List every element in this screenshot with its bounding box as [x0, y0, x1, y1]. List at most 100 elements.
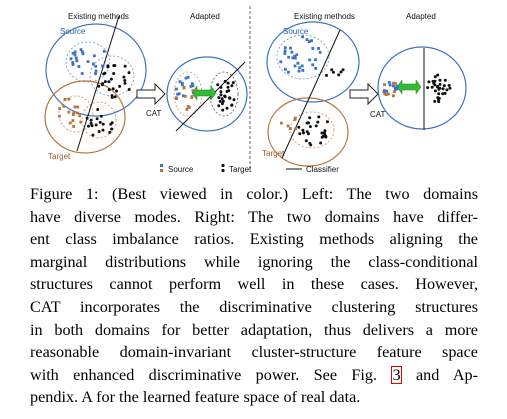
right-adapted-class-b-point [436, 96, 439, 99]
right-target-point [280, 122, 283, 125]
right-source-class-b-point [342, 68, 345, 71]
right-adapted-class-b-point [436, 74, 439, 77]
left-source-point [72, 63, 75, 66]
right-target-class-b-point [307, 132, 310, 135]
left-source-point [75, 57, 78, 60]
legend-target-marker [221, 164, 224, 172]
left-adapted-class-b-point [219, 90, 222, 93]
left-adapted-target-point [192, 89, 195, 92]
left-adapted-class-b-point [219, 86, 222, 89]
right-adapted-class-b-point [439, 83, 442, 86]
left-adapted-class-b-point [227, 82, 230, 85]
left-target-point [76, 112, 79, 115]
caption-line-9: with enhanced discriminative power. See … [30, 364, 478, 387]
left-adapted-class-b-point [228, 97, 231, 100]
left-target-point [79, 121, 82, 124]
right-target-point [287, 125, 290, 128]
right-adapted-target-point [385, 93, 388, 96]
right-adapted-source-point [389, 84, 392, 87]
left-adapted-source-point [190, 85, 193, 88]
left-target-point [62, 105, 65, 108]
left-target-class-b-point [100, 115, 103, 118]
left-source-point [81, 72, 84, 75]
right-source-point [298, 70, 301, 73]
left-source-class-b-point [102, 72, 105, 75]
right-source-point [297, 62, 300, 65]
figure-3-link[interactable]: 3 [391, 366, 401, 384]
left-source-class-b-point [128, 88, 131, 91]
right-adapted-class-b-point [448, 84, 451, 87]
right-source-point [287, 56, 290, 59]
left-target-class-b-point [110, 128, 113, 131]
right-target-class-b-point [308, 142, 311, 145]
left-source-class-b-point [114, 95, 117, 98]
right-alignment-arrow [397, 80, 421, 94]
left-adapted-class-b-point [224, 80, 227, 83]
left-existing-label: Existing methods [68, 12, 129, 21]
right-target-point [289, 127, 292, 130]
right-target-point [294, 127, 297, 130]
left-adapted-label: Adapted [190, 12, 220, 21]
left-adapted-source-point [178, 92, 181, 95]
right-source-point [314, 67, 317, 70]
left-source-point [103, 50, 106, 53]
right-source-point [284, 46, 287, 49]
left-target-class-b-point [98, 130, 101, 133]
left-source-class-b-point [104, 80, 107, 83]
right-target-class-b-point [308, 116, 311, 119]
right-cat-arrow [350, 84, 378, 104]
right-source-class-b-point [325, 74, 328, 77]
right-target-class-b-point [316, 121, 319, 124]
left-target-point [72, 119, 75, 122]
right-adapted-class-b-point [427, 80, 430, 83]
left-target-point [74, 106, 77, 109]
right-target-class-b-point [305, 139, 308, 142]
left-adapted-source-point [181, 83, 184, 86]
caption-line-1: Figure 1: (Best viewed in color.) Left: … [30, 183, 478, 206]
left-source-class-b-point [122, 76, 125, 79]
right-source-point [314, 58, 317, 61]
left-source-class-b-point [118, 85, 121, 88]
right-adapted-source-point [388, 81, 391, 84]
right-target-point [294, 118, 297, 121]
left-target-point [68, 98, 71, 101]
left-target-class-b-point [86, 117, 89, 120]
right-source-point [308, 59, 311, 62]
right-adapted-class-b-point [443, 84, 446, 87]
left-source-class-b-point [124, 82, 127, 85]
left-target-class-b-point [96, 117, 99, 120]
left-adapted-class-b-point [230, 84, 233, 87]
right-source-point [301, 35, 304, 38]
left-adapted-target-point [175, 96, 178, 99]
right-adapted-class-b-point [434, 80, 437, 83]
left-target-point [58, 107, 61, 110]
left-source-point [70, 57, 73, 60]
left-target-class-b-point [109, 123, 112, 126]
right-source-point [291, 51, 294, 54]
left-adapted-class-b-point [226, 90, 229, 93]
right-target-class-b-point [319, 142, 322, 145]
right-source-point [287, 71, 290, 74]
left-source-class-b-point [123, 79, 126, 82]
right-adapted-source-point [392, 85, 395, 88]
left-source-class-b-point [97, 85, 100, 88]
left-target-class-b-point [108, 131, 111, 134]
left-target-class-b-point [90, 119, 93, 122]
right-adapted-class-b-point [442, 87, 445, 90]
right-adapted-target-point [392, 82, 395, 85]
left-source-class-b-point [106, 64, 109, 67]
right-existing-label: Existing methods [294, 12, 355, 21]
left-adapted-target-point [183, 86, 186, 89]
left-adapted-class-b-point [232, 81, 235, 84]
caption-line-2: have diverse modes. Right: The two domai… [30, 206, 478, 229]
left-adapted-target-point [191, 95, 194, 98]
left-adapted-class-b-point [219, 100, 222, 103]
left-source-point [94, 72, 97, 75]
left-source-class-b-point [108, 88, 111, 91]
left-source-class-b-point [112, 87, 115, 90]
figure-1-diagram: Existing methods Adapted Source Target C… [0, 0, 507, 178]
left-adapted-target-point [184, 95, 187, 98]
left-source-point [93, 54, 96, 57]
right-source-point [293, 55, 296, 58]
right-target-class-b-point [297, 126, 300, 129]
